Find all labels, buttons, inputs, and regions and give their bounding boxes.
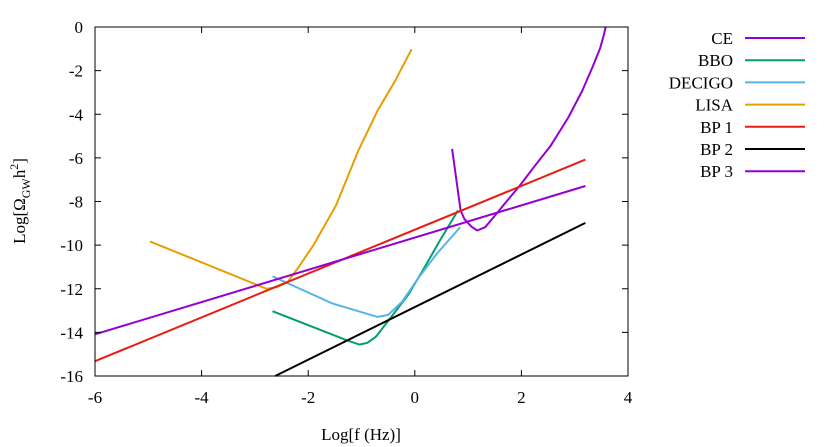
legend: CE BBO DECIGO LISA BP 1 BP 2 BP 3 xyxy=(669,29,805,181)
y-tick-label: -14 xyxy=(60,323,83,342)
x-tick-label: -4 xyxy=(195,388,210,407)
y-tick-label: 0 xyxy=(75,18,84,37)
legend-label: LISA xyxy=(695,96,734,115)
x-tick-label: 0 xyxy=(411,388,420,407)
plot-frame xyxy=(94,26,629,377)
y-axis-label: Log[ΩGWh2] xyxy=(7,158,33,244)
series-line-ce xyxy=(451,26,607,232)
y-tick-label: -4 xyxy=(69,105,84,124)
series-line-bp-3 xyxy=(94,185,586,336)
y-tick-label: -6 xyxy=(69,149,83,168)
legend-label: BP 1 xyxy=(700,118,733,137)
legend-label: BBO xyxy=(698,51,733,70)
legend-label: BP 3 xyxy=(700,162,733,181)
series-line-decigo xyxy=(272,226,461,318)
legend-label: CE xyxy=(711,29,733,48)
x-tick-label: -2 xyxy=(301,388,315,407)
y-tick-label: -8 xyxy=(69,193,83,212)
y-tick-label: -12 xyxy=(60,280,83,299)
legend-label: BP 2 xyxy=(700,140,733,159)
series-line-bbo xyxy=(272,209,459,346)
plot-marks xyxy=(94,26,607,377)
legend-label: DECIGO xyxy=(669,73,733,92)
x-axis-label: Log[f (Hz)] xyxy=(321,425,401,444)
x-tick-label: 4 xyxy=(624,388,633,407)
axis-ticks: -6 -4 -2 0 2 4 0 -2 -4 -6 -8 -10 -12 -14 -16 xyxy=(60,18,632,407)
series-line-lisa xyxy=(149,48,413,290)
x-tick-label: -6 xyxy=(88,388,102,407)
y-tick-label: -10 xyxy=(60,236,83,255)
y-tick-label: -2 xyxy=(69,62,83,81)
series-line-bp-2 xyxy=(274,222,586,377)
x-tick-label: 2 xyxy=(517,388,526,407)
y-tick-label: -16 xyxy=(60,367,83,386)
